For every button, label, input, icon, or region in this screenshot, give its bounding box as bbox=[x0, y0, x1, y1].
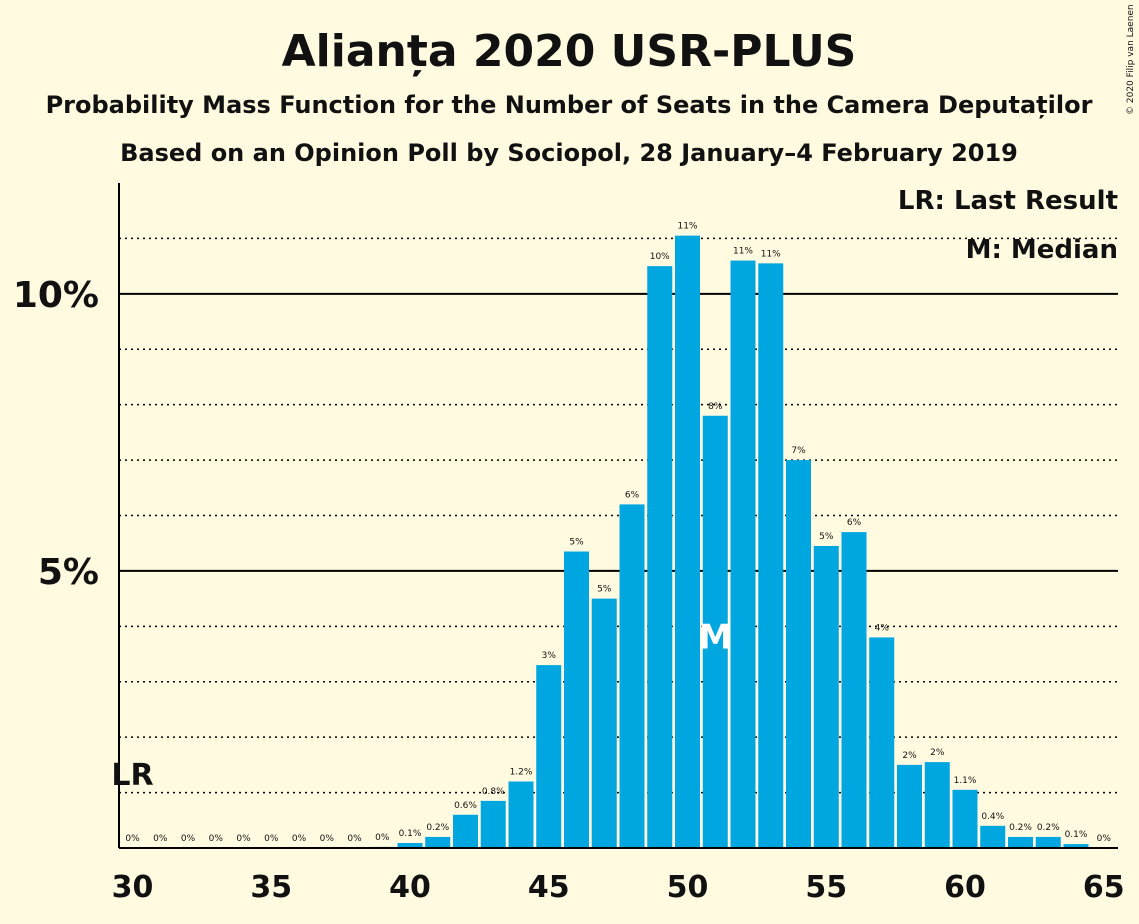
bar-value-label: 5% bbox=[597, 585, 612, 595]
x-tick-label: 65 bbox=[1083, 870, 1125, 905]
copyright-note: © 2020 Filip van Laenen bbox=[1126, 4, 1136, 115]
bar-value-label: 0.6% bbox=[454, 801, 477, 811]
seat-bar bbox=[786, 460, 811, 848]
bar-value-label: 0% bbox=[236, 834, 251, 844]
bar-value-label: 0% bbox=[1097, 834, 1112, 844]
bar-value-label: 0.1% bbox=[399, 829, 422, 839]
seat-bar bbox=[952, 789, 978, 848]
x-tick-label: 30 bbox=[112, 870, 154, 905]
seat-bar bbox=[425, 836, 451, 848]
seat-bar bbox=[1008, 836, 1033, 848]
seat-bar bbox=[564, 551, 589, 848]
bar-value-label: 1.2% bbox=[510, 768, 533, 778]
y-tick-label: 10% bbox=[13, 275, 99, 316]
bar-value-label: 3% bbox=[542, 651, 557, 661]
bar-value-label: 0.2% bbox=[1037, 823, 1060, 833]
bar-value-label: 8% bbox=[708, 402, 723, 412]
seat-bar bbox=[480, 800, 506, 848]
bar-value-label: 0% bbox=[209, 834, 224, 844]
bar-value-label: 7% bbox=[791, 446, 806, 456]
bar-value-label: 10% bbox=[650, 252, 670, 262]
bar-value-label: 0.4% bbox=[981, 812, 1004, 822]
seat-bar bbox=[508, 781, 534, 848]
bar-value-label: 0% bbox=[292, 834, 307, 844]
seat-bar bbox=[841, 532, 867, 848]
seat-bar bbox=[1035, 836, 1061, 848]
legend-last-result: LR: Last Result bbox=[898, 186, 1118, 216]
seat-bar bbox=[619, 504, 645, 848]
x-tick-label: 35 bbox=[250, 870, 292, 905]
bar-value-label: 0% bbox=[375, 833, 390, 843]
bar-value-label: 5% bbox=[569, 538, 584, 548]
bar-value-label: 0% bbox=[125, 834, 140, 844]
bar-value-label: 0.8% bbox=[482, 787, 505, 797]
grid-lines bbox=[119, 237, 1118, 794]
bar-value-label: 0% bbox=[320, 834, 335, 844]
bar-value-label: 0% bbox=[264, 834, 279, 844]
seat-bar bbox=[758, 263, 784, 849]
axes: 30 35 40 45 50 55 60 65 5% 10% LR bbox=[13, 183, 1125, 905]
bar-value-label: 2% bbox=[930, 748, 945, 758]
x-tick-label: 50 bbox=[667, 870, 709, 905]
bar-value-label: 0.1% bbox=[1065, 830, 1088, 840]
bar-value-label: 0% bbox=[347, 834, 362, 844]
seat-bar bbox=[397, 843, 423, 848]
seat-bar bbox=[980, 825, 1006, 848]
chart-subtitle-poll: Based on an Opinion Poll by Sociopol, 28… bbox=[120, 139, 1018, 167]
seat-bar bbox=[453, 814, 478, 848]
y-tick-label: 5% bbox=[38, 552, 99, 593]
seat-bar bbox=[702, 415, 728, 848]
bar-value-label: 5% bbox=[819, 532, 834, 542]
bar-value-label: 2% bbox=[902, 751, 917, 761]
bar-value-label: 0.2% bbox=[1009, 823, 1032, 833]
x-tick-label: 60 bbox=[944, 870, 986, 905]
seat-bar bbox=[730, 260, 756, 848]
seat-bar bbox=[924, 762, 950, 848]
bar-value-label: 11% bbox=[677, 222, 697, 232]
seat-bar bbox=[897, 764, 922, 848]
bar-value-label: 11% bbox=[761, 249, 781, 259]
x-tick-label: 45 bbox=[528, 870, 570, 905]
seat-bar bbox=[813, 545, 839, 848]
seat-bar bbox=[1063, 844, 1089, 848]
seat-bar bbox=[869, 637, 895, 848]
legend-median: M: Median bbox=[966, 235, 1118, 265]
bar-value-label: 6% bbox=[847, 518, 862, 528]
seat-bar bbox=[591, 598, 617, 848]
bars: 0% 0% 0% 0% 0% 0% 0% 0% 0% 0% 0.1% 0.2% 0.6% 0.8% 1.2%… bbox=[125, 222, 1112, 849]
bar-value-label: 0% bbox=[153, 834, 168, 844]
chart-subtitle: Probability Mass Function for the Number… bbox=[46, 91, 1093, 119]
seat-bar bbox=[675, 235, 700, 849]
x-tick-label: 55 bbox=[805, 870, 847, 905]
bar-value-label: 0% bbox=[181, 834, 196, 844]
seat-bar bbox=[536, 665, 562, 848]
bar-value-label: 4% bbox=[875, 623, 890, 633]
bar-value-label: 11% bbox=[733, 247, 753, 257]
bar-value-label: 6% bbox=[625, 490, 640, 500]
x-tick-label: 40 bbox=[389, 870, 431, 905]
bar-value-label: 1.1% bbox=[954, 776, 977, 786]
seat-bar bbox=[647, 266, 673, 848]
bar-value-label: 0.2% bbox=[426, 823, 449, 833]
last-result-marker: LR bbox=[111, 758, 153, 793]
chart-title: Alianța 2020 USR-PLUS bbox=[282, 26, 857, 77]
median-marker: M bbox=[698, 618, 732, 658]
